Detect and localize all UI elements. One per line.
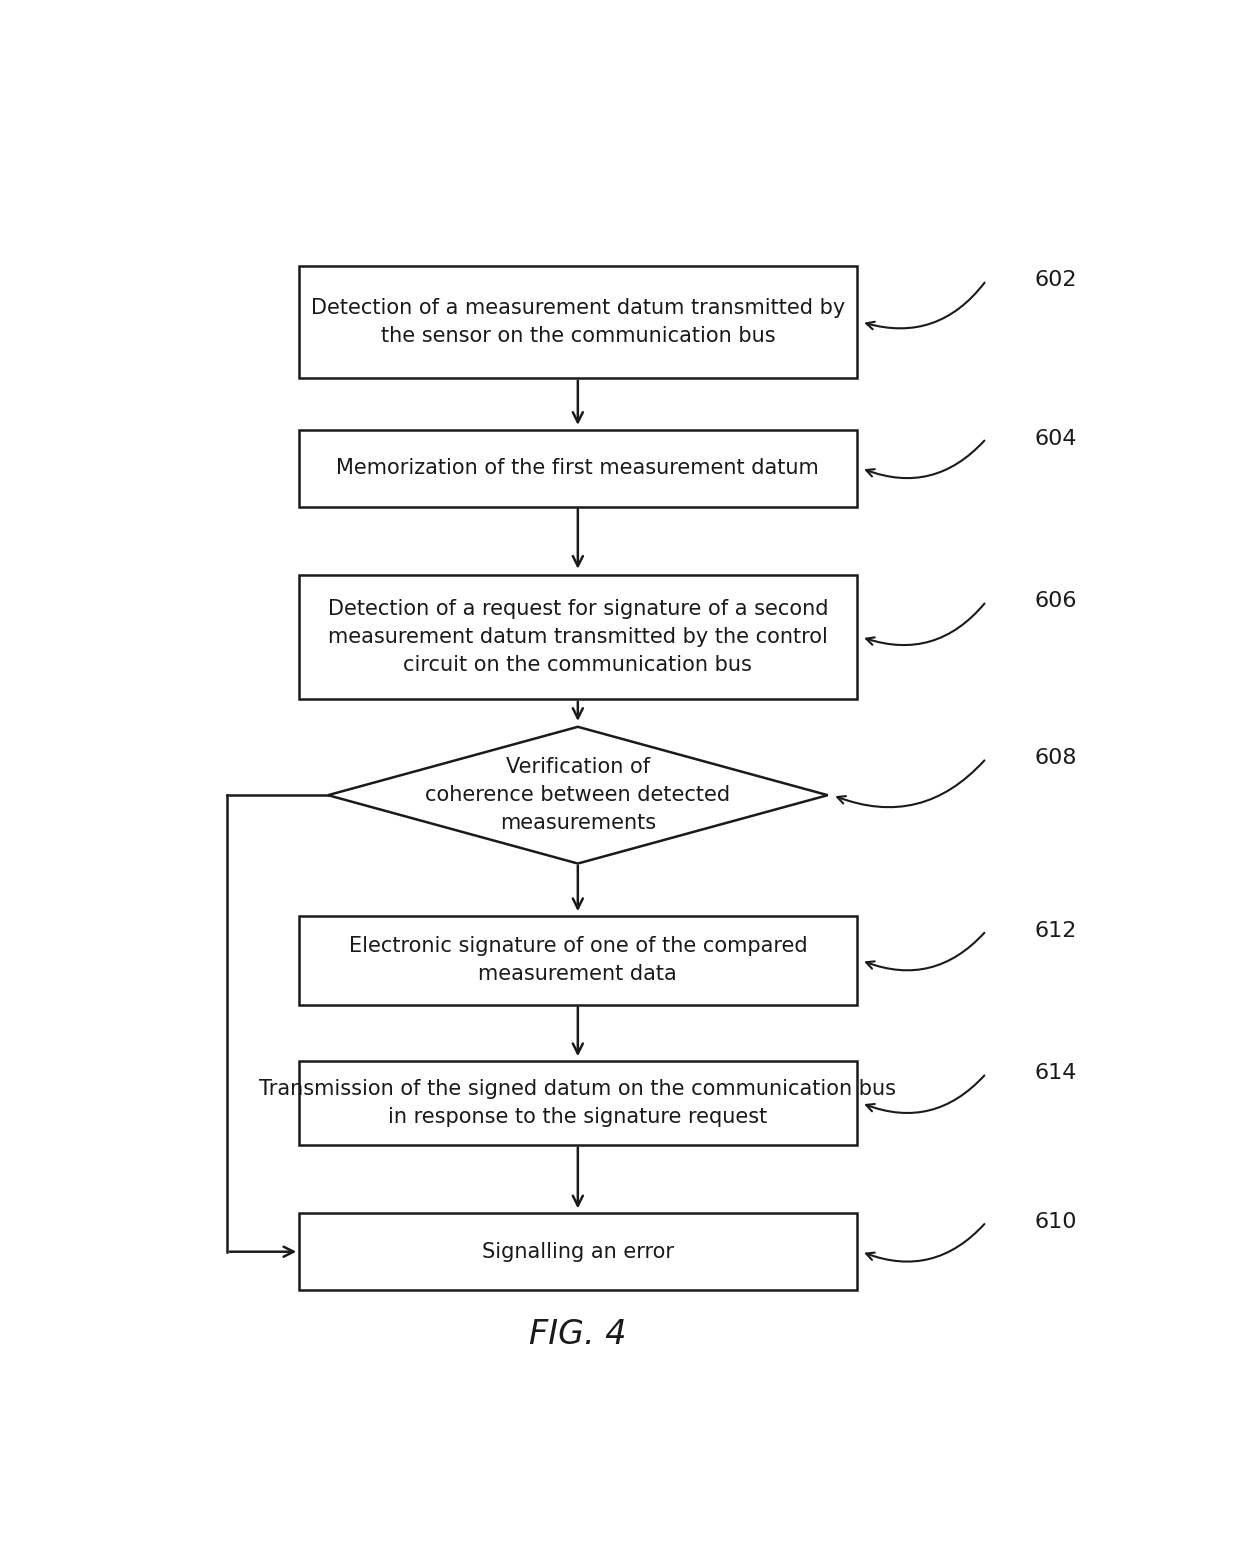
Text: 610: 610 [1034, 1212, 1076, 1232]
FancyBboxPatch shape [299, 1061, 857, 1144]
Text: Verification of
coherence between detected
measurements: Verification of coherence between detect… [425, 757, 730, 834]
Text: 606: 606 [1034, 591, 1076, 611]
Text: Transmission of the signed datum on the communication bus
in response to the sig: Transmission of the signed datum on the … [259, 1079, 897, 1127]
FancyBboxPatch shape [299, 1214, 857, 1291]
Text: FIG. 4: FIG. 4 [529, 1319, 626, 1351]
Text: Detection of a measurement datum transmitted by
the sensor on the communication : Detection of a measurement datum transmi… [311, 298, 844, 346]
Text: 614: 614 [1034, 1064, 1076, 1084]
Text: Signalling an error: Signalling an error [482, 1241, 673, 1261]
Text: 612: 612 [1034, 920, 1076, 940]
FancyBboxPatch shape [299, 916, 857, 1005]
Text: Memorization of the first measurement datum: Memorization of the first measurement da… [336, 459, 820, 479]
FancyBboxPatch shape [299, 574, 857, 699]
Text: 608: 608 [1034, 749, 1076, 769]
Text: 602: 602 [1034, 270, 1076, 290]
FancyBboxPatch shape [299, 429, 857, 506]
FancyBboxPatch shape [299, 266, 857, 378]
Text: Detection of a request for signature of a second
measurement datum transmitted b: Detection of a request for signature of … [327, 599, 828, 675]
Text: 604: 604 [1034, 429, 1076, 448]
Polygon shape [327, 727, 828, 863]
Text: Electronic signature of one of the compared
measurement data: Electronic signature of one of the compa… [348, 936, 807, 985]
